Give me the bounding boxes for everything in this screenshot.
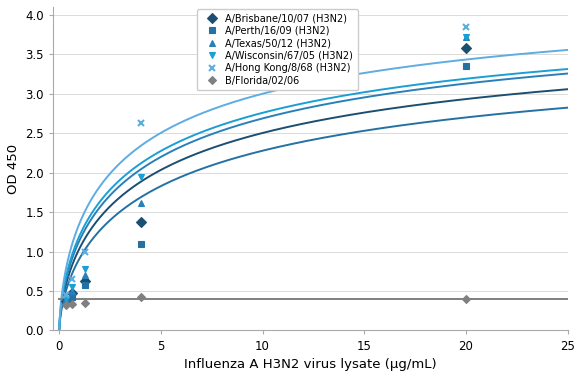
X-axis label: Influenza A H3N2 virus lysate (μg/mL): Influenza A H3N2 virus lysate (μg/mL): [184, 358, 436, 371]
Y-axis label: OD 450: OD 450: [7, 144, 20, 194]
Legend: A/Brisbane/10/07 (H3N2), A/Perth/16/09 (H3N2), A/Texas/50/12 (H3N2), A/Wisconsin: A/Brisbane/10/07 (H3N2), A/Perth/16/09 (…: [197, 9, 358, 90]
